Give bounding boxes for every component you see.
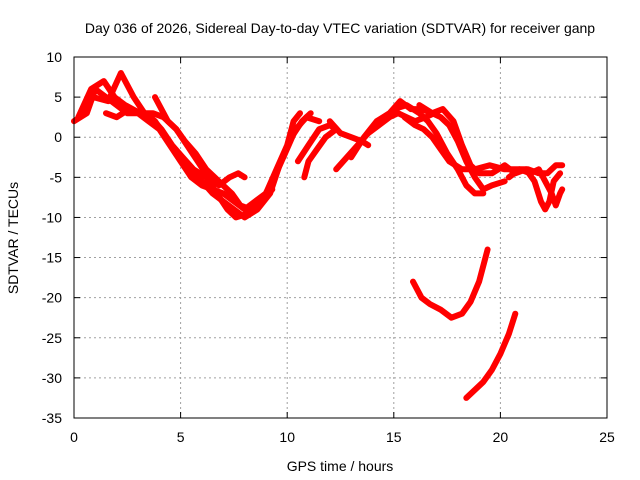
x-tick-label: 20: [493, 429, 509, 445]
series-line-s14: [410, 246, 491, 321]
series-line-s5: [152, 94, 276, 213]
y-tick-label: 0: [54, 129, 62, 145]
y-tick-label: -5: [50, 169, 63, 185]
chart-title: Day 036 of 2026, Sidereal Day-to-day VTE…: [85, 20, 595, 36]
y-tick-label: -25: [42, 330, 62, 346]
y-tick-label: 10: [46, 49, 62, 65]
y-tick-label: -10: [42, 209, 62, 225]
series-line-s13: [505, 166, 566, 209]
y-tick-label: 5: [54, 89, 62, 105]
series-line-s6: [294, 122, 340, 181]
series-line-s10: [369, 102, 487, 197]
y-tick-label: -15: [42, 250, 62, 266]
y-tick-label: -35: [42, 410, 62, 426]
y-tick-label: -20: [42, 290, 62, 306]
x-axis-label: GPS time / hours: [287, 458, 394, 474]
x-tick-label: 10: [279, 429, 295, 445]
x-tick-label: 5: [177, 429, 185, 445]
series-line-s12: [416, 102, 564, 213]
y-axis-label: SDTVAR / TECUs: [5, 182, 21, 294]
x-tick-label: 25: [599, 429, 615, 445]
x-tick-label: 15: [386, 429, 402, 445]
data-series: [71, 70, 566, 401]
series-line-s15: [463, 310, 519, 401]
y-tick-label: -30: [42, 370, 62, 386]
series-line-s3: [75, 78, 323, 221]
x-tick-label: 0: [70, 429, 78, 445]
plot-frame: [73, 56, 608, 419]
